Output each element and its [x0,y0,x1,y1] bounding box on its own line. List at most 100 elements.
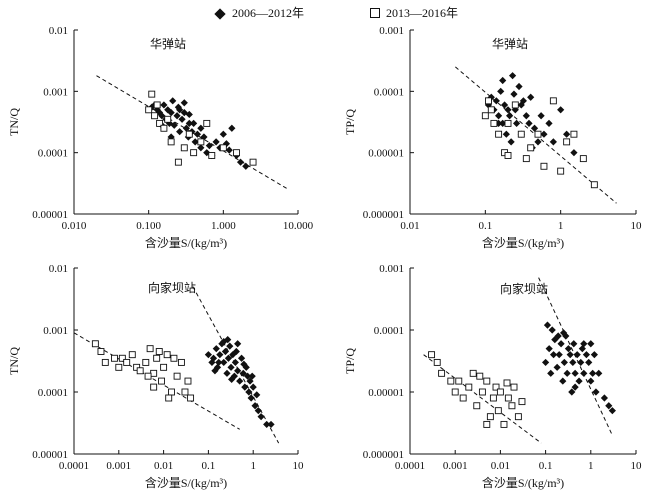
data-point-square [158,377,166,385]
data-point-square [503,379,511,387]
panel-title: 华弹站 [492,37,528,51]
data-point-diamond [515,82,523,91]
data-point-diamond [208,358,216,367]
data-point-diamond [197,144,205,152]
x-tick-label: 1.000 [211,220,236,232]
data-point-diamond [204,351,212,359]
data-point-square [465,383,473,391]
x-tick-label: 10.000 [283,220,314,232]
x-tick-label: 0.001 [443,460,468,472]
data-point-diamond [497,87,505,95]
data-point-square [492,383,500,391]
data-point-square [156,119,164,127]
data-point-diamond [499,119,507,128]
data-point-square [249,158,257,166]
data-point-square [181,388,189,396]
data-point-diamond [185,110,193,119]
data-point-square [184,377,192,385]
data-point-diamond [534,138,542,146]
data-point-square [495,130,503,138]
x-axis-label: 含沙量S/(kg/m³) [145,475,227,490]
data-point-square [451,388,459,396]
data-point-diamond [227,363,235,371]
data-point-square [160,363,168,371]
panel-title: 向家坝站 [148,280,196,295]
data-point-square [111,354,118,362]
data-point-diamond [240,360,248,368]
legend: 2006—2012年 2013—2016年 [0,4,661,22]
y-tick-label: 0.01 [49,25,68,37]
data-point-diamond [592,388,600,396]
y-tick-label: 0.00001 [368,387,404,399]
data-point-diamond [185,119,193,128]
data-point-square [476,372,484,380]
data-point-square [485,97,492,105]
data-point-diamond [499,76,507,85]
data-point-diamond [173,112,181,120]
y-tick-label: 0.001 [379,263,404,275]
data-point-square [136,367,144,375]
trend-line [96,75,289,191]
data-point-diamond [234,367,242,375]
y-tick-label: 0.00001 [368,148,404,160]
data-point-diamond [585,358,593,367]
data-point-diamond [251,402,259,410]
data-point-diamond [228,124,236,132]
y-axis-label: TN/Q [7,347,21,375]
data-point-square [185,130,193,138]
data-point-square [187,394,195,402]
data-point-diamond [182,124,190,132]
data-point-diamond [231,358,239,367]
data-point-diamond [570,340,578,348]
data-point-diamond [223,369,231,377]
data-point-diamond [502,130,510,138]
data-point-diamond [226,342,234,350]
data-point-diamond [167,109,175,117]
data-point-square [483,420,491,428]
y-tick-label: 0.0001 [38,148,68,160]
x-tick-label: 10 [631,220,643,232]
data-point-diamond [575,377,583,385]
data-point-diamond [590,351,598,359]
data-point-diamond [580,340,588,348]
data-point-square [504,152,512,159]
data-point-diamond [543,321,552,329]
data-point-diamond [224,336,232,344]
chart-panel-4: 0.0001 0.001 0.01 0.1 1 10 0.000001 0.00001 0.00… [343,263,642,490]
data-point-square [203,119,211,127]
data-point-square [153,101,161,109]
data-point-square [219,144,227,152]
data-point-square [153,354,161,362]
data-point-diamond [569,358,577,367]
data-point-diamond [549,351,558,359]
y-tick-label: 0.0001 [374,86,404,98]
data-point-square [486,413,494,421]
data-point-square [190,149,198,157]
data-point-square [534,130,542,138]
data-point-square [522,155,530,163]
data-point-square [504,394,512,402]
y-tick-label: 0.001 [379,25,404,37]
data-point-square [146,345,154,353]
data-point-diamond [494,112,503,120]
data-point-diamond [517,101,525,109]
data-point-diamond [507,138,515,146]
data-point-square [101,358,109,366]
data-point-diamond [237,354,246,362]
data-point-diamond [263,420,271,429]
data-point-square [233,149,240,157]
data-point-diamond [525,119,533,128]
data-point-diamond [608,407,616,415]
data-point-square [489,394,497,402]
data-point-square [170,354,178,362]
data-point-diamond [241,383,249,391]
data-point-diamond [571,383,579,391]
data-point-square [144,372,152,380]
data-point-diamond [221,347,230,356]
data-point-diamond [215,358,223,367]
y-tick-label: 0.001 [43,325,68,337]
panel-title: 华弹站 [150,37,186,51]
x-axis-label: 含沙量S/(kg/m³) [482,235,564,250]
x-tick-label: 0.0001 [59,460,89,472]
data-point-diamond [530,124,539,132]
